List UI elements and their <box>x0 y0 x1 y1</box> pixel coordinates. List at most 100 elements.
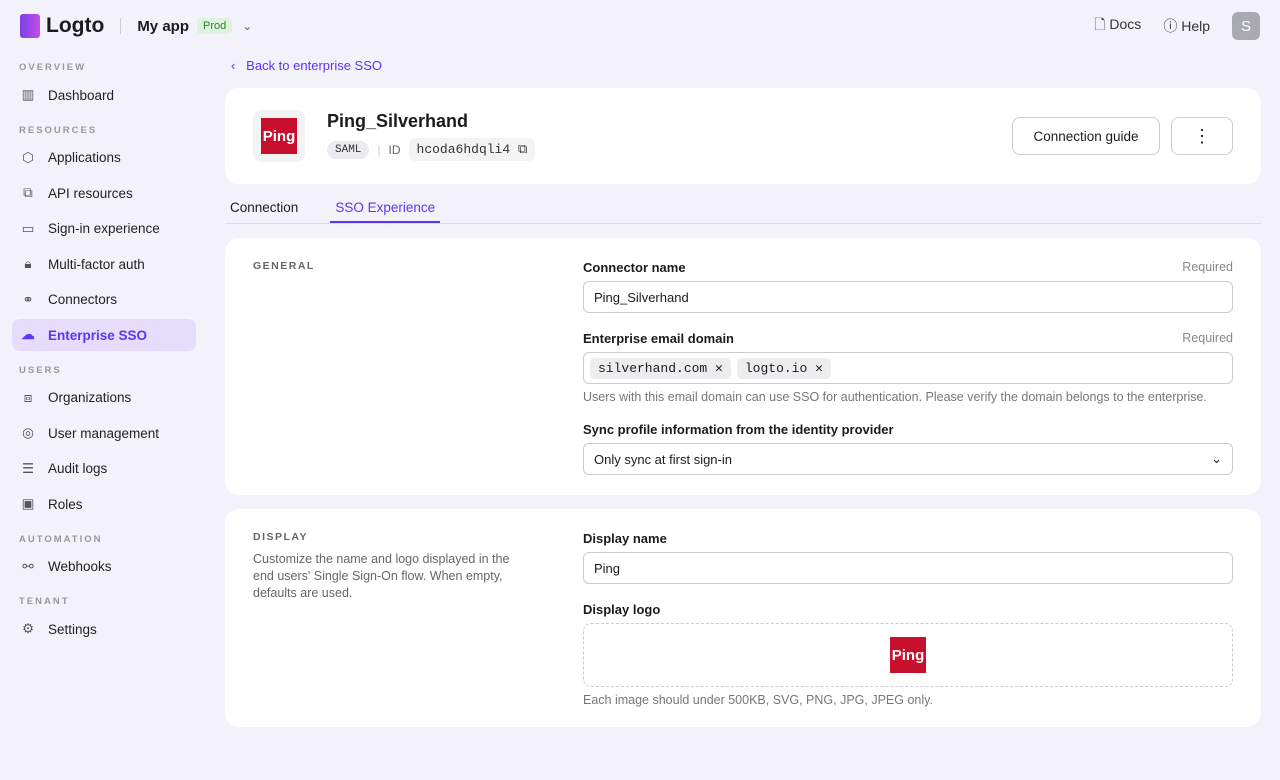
sidebar-item-label: Settings <box>48 621 97 637</box>
connector-name-input[interactable]: Ping_Silverhand <box>583 281 1233 313</box>
sidebar-item-label: Enterprise SSO <box>48 327 148 343</box>
nav-icon: ▭ <box>21 220 35 236</box>
sidebar-item-label: User management <box>48 425 160 441</box>
sidebar-item-user-management[interactable]: ◎ User management <box>12 417 196 449</box>
connector-header: Ping Ping_Silverhand SAML | ID hcoda6hdqli4… <box>225 88 1261 184</box>
topbar: Logto My app Prod ⌄ 🗋 Docs ⓘ Help S <box>0 0 1280 52</box>
field-label: Sync profile information from the identi… <box>583 422 894 437</box>
brand: Logto <box>46 14 105 37</box>
field-label: Display logo <box>583 602 661 617</box>
select-value: Only sync at first sign-in <box>594 451 732 467</box>
field-label: Enterprise email domain <box>583 331 734 346</box>
general-section: GENERAL Connector name Required Ping_Silv… <box>225 238 1261 495</box>
ping-logo: Ping <box>890 637 926 673</box>
sidebar-item-label: Roles <box>48 496 83 512</box>
nav-icon: ⚙ <box>21 621 35 636</box>
display-name-input[interactable]: Ping <box>583 552 1233 584</box>
divider <box>120 18 122 34</box>
id-label: ID <box>388 142 401 157</box>
section-title: DISPLAY <box>253 531 309 543</box>
connector-id[interactable]: hcoda6hdqli4 ⧉ <box>408 138 536 161</box>
sidebar-item-label: Applications <box>48 150 121 165</box>
nav-icon: ⧈ <box>23 389 33 405</box>
connection-guide-button[interactable]: Connection guide <box>1012 117 1160 155</box>
nav-icon: ◎ <box>22 425 34 440</box>
chip-label: logto.io <box>744 360 808 376</box>
field-hint: Each image should under 500KB, SVG, PNG,… <box>583 693 933 707</box>
help-link[interactable]: ⓘ Help <box>1163 18 1210 34</box>
sidebar-item-label: Dashboard <box>48 87 115 103</box>
nav-icon: ☁ <box>21 327 35 342</box>
sidebar-item-label: API resources <box>48 185 133 201</box>
close-icon[interactable]: ✕ <box>815 360 823 376</box>
connector-name: Ping_Silverhand <box>327 111 469 131</box>
sidebar-item-connectors[interactable]: ⚭ Connectors <box>12 284 196 316</box>
close-icon[interactable]: ✕ <box>715 360 723 376</box>
sidebar-item-enterprise-sso[interactable]: ☁ Enterprise SSO <box>12 319 196 351</box>
nav-icon: ⧉ <box>23 185 33 200</box>
avatar[interactable]: S <box>1232 12 1260 40</box>
display-section: DISPLAY Customize the name and logo displ… <box>225 509 1261 727</box>
back-link[interactable]: ‹ Back to enterprise SSO <box>231 58 383 73</box>
sidebar-item-sign-in-experience[interactable]: ▭ Sign-in experience <box>12 213 196 245</box>
sidebar-item-organizations[interactable]: ⧈ Organizations <box>12 382 196 414</box>
sidebar-item-dashboard[interactable]: ▥ Dashboard <box>12 79 196 111</box>
sidebar-section-title: USERS <box>19 364 62 376</box>
back-label: Back to enterprise SSO <box>246 58 383 73</box>
nav-icon: ⬡ <box>22 149 34 165</box>
logo[interactable]: Logto <box>20 14 104 38</box>
tab-connection[interactable]: Connection <box>230 200 299 215</box>
app-selector[interactable]: My app <box>137 17 189 35</box>
docs-label: Docs <box>1109 16 1142 32</box>
sidebar-item-label: Audit logs <box>48 461 108 476</box>
tab-sso-experience[interactable]: SSO Experience <box>330 200 441 223</box>
domain-chip: silverhand.com ✕ <box>590 357 731 379</box>
sidebar-item-applications[interactable]: ⬡ Applications <box>12 142 196 174</box>
logto-icon <box>20 14 40 38</box>
nav-icon: ☰ <box>21 460 35 476</box>
required-label: Required <box>1182 260 1233 274</box>
sidebar-section-title: RESOURCES <box>19 124 98 136</box>
sidebar-section-title: TENANT <box>19 596 70 607</box>
connector-logo: Ping <box>253 110 305 162</box>
domain-chip: logto.io ✕ <box>736 357 831 379</box>
nav-icon: ▣ <box>21 496 35 511</box>
sidebar-section-title: OVERVIEW <box>19 62 87 73</box>
sidebar-section-title: AUTOMATION <box>19 533 103 545</box>
chevron-down-icon: ⌄ <box>1211 451 1222 466</box>
field-label: Connector name <box>583 260 686 275</box>
docs-link[interactable]: 🗋 Docs <box>1094 16 1142 32</box>
field-hint: Users with this email domain can use SSO… <box>583 390 1207 404</box>
sync-select[interactable]: Only sync at first sign-in ⌄ <box>583 443 1233 475</box>
sidebar: OVERVIEW ▥ Dashboard RESOURCES ⬡ Applications… <box>12 52 196 649</box>
env-badge: Prod <box>197 18 233 34</box>
sidebar-item-api-resources[interactable]: ⧉ API resources <box>12 177 196 209</box>
id-value: hcoda6hdqli4 <box>416 142 511 157</box>
sidebar-item-label: Connectors <box>48 292 118 307</box>
sidebar-item-label: Sign-in experience <box>48 221 160 236</box>
required-label: Required <box>1182 331 1233 345</box>
email-domain-input[interactable]: silverhand.com ✕ logto.io ✕ <box>583 352 1233 384</box>
sidebar-item-multi-factor-auth[interactable]: 🔒︎ Multi-factor auth <box>12 248 196 280</box>
chevron-down-icon[interactable]: ⌄ <box>242 19 253 33</box>
sidebar-item-audit-logs[interactable]: ☰ Audit logs <box>12 453 196 485</box>
sidebar-item-settings[interactable]: ⚙ Settings <box>12 613 196 645</box>
sidebar-item-label: Multi-factor auth <box>48 256 145 272</box>
nav-icon: ⚯ <box>22 558 34 574</box>
sidebar-item-roles[interactable]: ▣ Roles <box>12 488 196 520</box>
chip-label: silverhand.com <box>598 360 708 376</box>
section-title: GENERAL <box>253 260 315 272</box>
ping-logo: Ping <box>261 118 297 154</box>
sidebar-item-label: Webhooks <box>48 559 112 574</box>
type-badge: SAML <box>327 140 370 159</box>
sidebar-item-webhooks[interactable]: ⚯ Webhooks <box>12 551 196 583</box>
nav-icon: 🔒︎ <box>24 256 32 271</box>
logo-uploader[interactable]: Ping <box>583 623 1233 687</box>
section-description: Customize the name and logo displayed in… <box>253 552 510 600</box>
copy-icon[interactable]: ⧉ <box>517 142 528 157</box>
help-label: Help <box>1181 18 1210 34</box>
nav-icon: ⚭ <box>22 291 34 307</box>
sidebar-item-label: Organizations <box>48 390 132 405</box>
more-options-button[interactable]: ⋮ <box>1171 117 1233 155</box>
field-label: Display name <box>583 531 667 546</box>
